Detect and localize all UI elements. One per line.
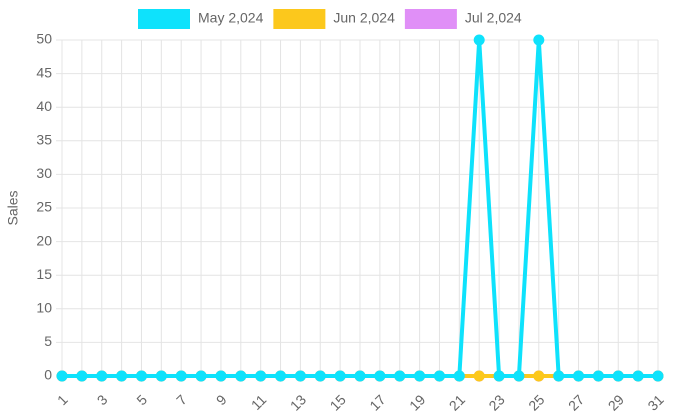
data-point: [453, 370, 465, 382]
legend-label: Jun 2,024: [333, 10, 395, 26]
y-tick-label: 50: [36, 31, 52, 47]
x-tick-label: 9: [213, 391, 230, 408]
y-tick-label: 25: [36, 199, 52, 215]
x-tick-label: 29: [605, 391, 627, 413]
y-tick-label: 15: [36, 266, 52, 282]
y-tick-label: 5: [44, 333, 52, 349]
y-tick-label: 40: [36, 98, 52, 114]
x-tick-label: 5: [133, 391, 150, 408]
x-tick-label: 31: [644, 391, 666, 413]
data-point: [294, 370, 306, 382]
data-point: [155, 370, 167, 382]
x-tick-label: 7: [173, 391, 190, 408]
legend-swatch: [273, 9, 326, 29]
data-point: [275, 370, 287, 382]
data-point: [135, 370, 147, 382]
data-point: [215, 370, 227, 382]
data-point: [592, 370, 604, 382]
data-point: [116, 370, 128, 382]
legend-label: Jul 2,024: [465, 10, 522, 26]
x-tick-label: 17: [366, 391, 388, 413]
data-point: [314, 370, 326, 382]
data-point: [553, 370, 565, 382]
data-point: [255, 370, 267, 382]
x-tick-label: 3: [94, 391, 111, 408]
x-tick-label: 21: [446, 391, 468, 413]
data-point: [56, 370, 68, 382]
x-tick-label: 1: [54, 391, 71, 408]
x-tick-label: 27: [565, 391, 587, 413]
data-point: [652, 370, 664, 382]
data-point: [573, 370, 585, 382]
data-point: [433, 370, 445, 382]
x-tick-label: 15: [327, 391, 349, 413]
legend-swatch: [404, 9, 457, 29]
legend-swatch: [138, 9, 190, 29]
data-point: [334, 370, 346, 382]
x-tick-label: 11: [248, 391, 270, 413]
data-point: [374, 370, 386, 382]
data-point: [96, 370, 108, 382]
data-point: [493, 370, 505, 382]
y-tick-label: 35: [36, 132, 52, 148]
y-tick-label: 30: [36, 165, 52, 181]
data-point: [533, 34, 545, 46]
data-point: [76, 370, 88, 382]
y-tick-label: 20: [36, 232, 52, 248]
data-point: [612, 370, 624, 382]
data-point: [632, 370, 644, 382]
x-tick-label: 23: [485, 391, 507, 413]
data-point: [354, 370, 366, 382]
y-tick-label: 45: [36, 64, 52, 80]
data-point: [235, 370, 247, 382]
x-tick-label: 13: [287, 391, 309, 413]
legend-label: May 2,024: [198, 10, 264, 26]
data-point: [394, 370, 406, 382]
y-axis-label: Sales: [5, 190, 21, 225]
data-point: [195, 370, 207, 382]
x-tick-label: 25: [525, 391, 547, 413]
y-tick-label: 10: [36, 300, 52, 316]
data-point: [533, 370, 545, 382]
x-tick-label: 19: [406, 391, 428, 413]
data-point: [175, 370, 187, 382]
y-tick-label: 0: [44, 367, 52, 383]
data-point: [414, 370, 426, 382]
data-point: [473, 370, 485, 382]
data-point: [513, 370, 525, 382]
data-point: [473, 34, 485, 46]
